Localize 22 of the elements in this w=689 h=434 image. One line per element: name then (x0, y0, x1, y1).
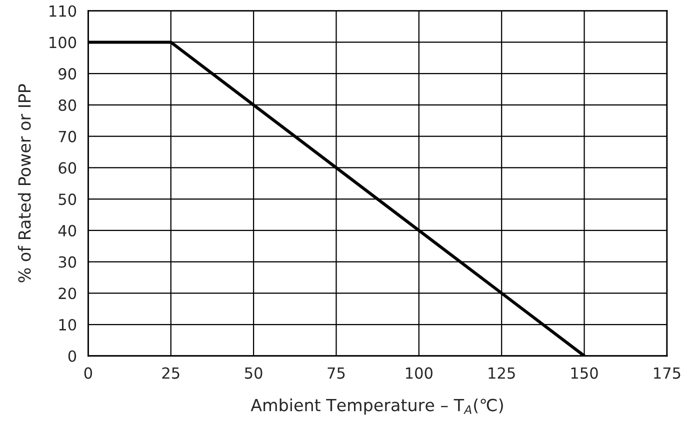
x-axis-title: Ambient Temperature – T$_{A}$(℃) (250, 398, 503, 415)
x-tick-label: 50 (245, 367, 262, 379)
y-tick-label: 50 (58, 194, 76, 206)
x-tick-label: 0 (84, 367, 92, 379)
x-tick-label: 100 (406, 367, 432, 379)
y-tick-label: 110 (50, 5, 76, 17)
y-axis-title: % of Rated Power or IPP (18, 84, 31, 282)
x-tick-label: 150 (571, 367, 598, 379)
y-tick-label: 80 (58, 99, 76, 111)
y-tick-label: 20 (58, 288, 76, 300)
x-tick-label: 75 (328, 367, 345, 379)
y-tick-label: 10 (59, 318, 76, 331)
y-tick-label: 60 (58, 162, 76, 174)
y-tick-label: 30 (58, 256, 76, 268)
y-tick-label: 40 (58, 224, 76, 236)
y-tick-label: 100 (50, 36, 76, 48)
y-tick-label: 0 (68, 350, 76, 362)
y-tick-label: 90 (58, 68, 76, 80)
x-tick-label: 25 (162, 367, 180, 379)
y-tick-label: 70 (58, 130, 76, 142)
x-tick-label: 175 (654, 367, 680, 379)
x-tick-label: 125 (488, 367, 515, 379)
